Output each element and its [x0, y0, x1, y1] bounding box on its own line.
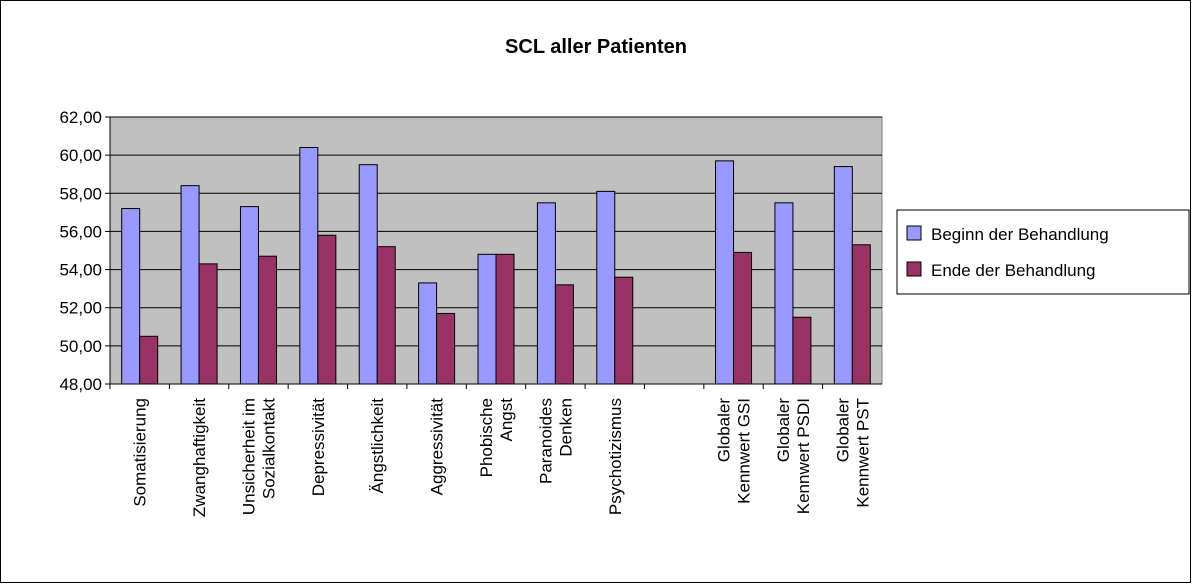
bar	[198, 263, 218, 385]
x-tick-label: GlobalerKennwert PST	[833, 398, 872, 508]
legend-label: Beginn der Behandlung	[931, 225, 1109, 244]
x-tick-label: GlobalerKennwert GSI	[715, 398, 754, 504]
x-tick-label: GlobalerKennwert PSDI	[774, 398, 813, 515]
x-tick-label: Depressivität	[309, 398, 328, 497]
bar	[436, 312, 456, 385]
bar	[317, 234, 337, 385]
bar	[715, 160, 735, 385]
y-tick-label: 54,00	[59, 261, 102, 280]
bar	[536, 202, 556, 385]
x-tick-label: Somatisierung	[131, 398, 150, 507]
bar	[833, 166, 853, 385]
bar	[614, 276, 634, 385]
bar	[299, 147, 319, 385]
y-tick-label: 50,00	[59, 337, 102, 356]
x-tick-label: PhobischeAngst	[477, 398, 516, 478]
y-tick-label: 56,00	[59, 222, 102, 241]
bar	[239, 206, 259, 385]
bar	[121, 208, 141, 385]
bar	[792, 316, 812, 385]
y-tick-label: 52,00	[59, 299, 102, 318]
x-tick-label: ParanoidesDenken	[536, 398, 575, 484]
bar	[257, 255, 277, 385]
bar	[376, 246, 396, 385]
bar	[418, 282, 438, 385]
bar	[180, 185, 200, 385]
x-tick-label: Zwanghaftigkeit	[190, 398, 209, 517]
legend-label: Ende der Behandlung	[931, 261, 1095, 280]
x-tick-label: Aggressivität	[428, 398, 447, 496]
x-tick-label: Unsicherheit imSozialkontakt	[239, 398, 278, 515]
y-tick-label: 48,00	[59, 375, 102, 394]
y-tick-label: 62,00	[59, 108, 102, 127]
bar	[477, 253, 497, 385]
bar	[851, 244, 871, 385]
x-tick-label: Psychotizismus	[606, 398, 625, 515]
bar	[358, 164, 378, 385]
bar	[554, 284, 574, 385]
y-tick-label: 60,00	[59, 146, 102, 165]
legend-swatch	[906, 261, 922, 277]
bar	[495, 253, 515, 385]
legend	[896, 209, 1190, 295]
bar	[596, 190, 616, 385]
bar	[774, 202, 794, 385]
bar	[139, 335, 159, 385]
bar	[733, 251, 753, 385]
x-tick-label: Ängstlichkeit	[368, 398, 387, 494]
legend-swatch	[906, 225, 922, 241]
chart-title: SCL aller Patienten	[505, 36, 687, 58]
y-tick-label: 58,00	[59, 184, 102, 203]
